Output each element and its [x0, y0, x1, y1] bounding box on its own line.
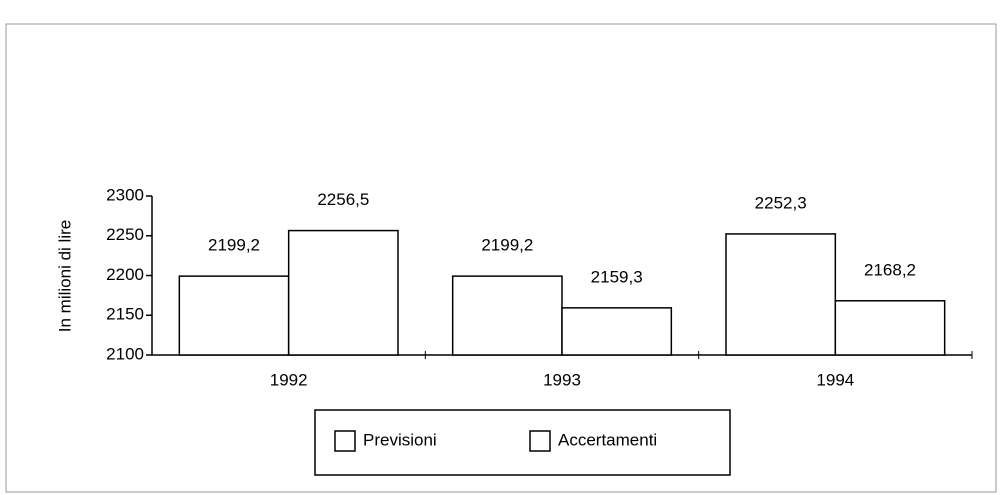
y-tick-label: 2150 [106, 305, 144, 324]
x-tick-label: 1993 [543, 370, 581, 389]
bar [725, 233, 837, 356]
value-label: 2256,5 [317, 190, 369, 209]
bar [178, 275, 290, 356]
bar [287, 229, 399, 356]
value-label: 2168,2 [864, 260, 916, 279]
value-label: 2252,3 [755, 193, 807, 212]
legend-swatch [529, 430, 551, 452]
legend-label: Previsioni [363, 430, 437, 449]
value-label: 2159,3 [591, 267, 643, 286]
legend-swatch [334, 430, 356, 452]
bar [561, 307, 673, 356]
y-tick-label: 2250 [106, 225, 144, 244]
chart-frame [5, 23, 997, 493]
bar [451, 275, 563, 356]
y-tick-label: 2200 [106, 265, 144, 284]
x-tick-label: 1994 [816, 370, 854, 389]
legend-box [314, 409, 731, 476]
y-tick-label: 2100 [106, 344, 144, 363]
legend-label: Accertamenti [558, 430, 657, 449]
y-tick-label: 2300 [106, 185, 144, 204]
x-tick-label: 1992 [270, 370, 308, 389]
y-axis-label: In milioni di lire [55, 220, 74, 332]
value-label: 2199,2 [208, 236, 260, 255]
value-label: 2199,2 [481, 236, 533, 255]
bar [834, 300, 946, 356]
